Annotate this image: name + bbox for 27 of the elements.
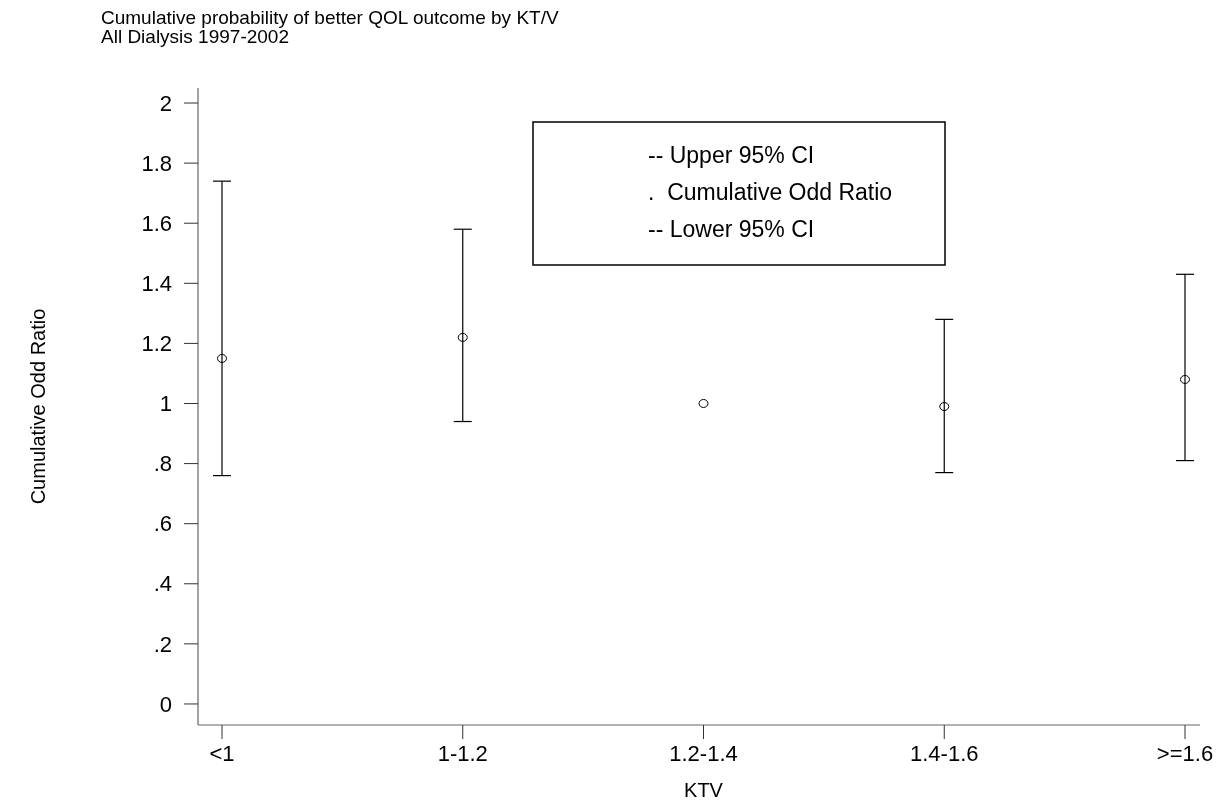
x-tick-label: 1.2-1.4 xyxy=(669,741,738,766)
x-tick-label: 1-1.2 xyxy=(437,741,488,766)
y-tick-label: 1.8 xyxy=(141,150,172,176)
y-tick-label: 2 xyxy=(159,90,172,116)
x-tick-label: <1 xyxy=(209,741,235,766)
point xyxy=(1180,374,1190,384)
point xyxy=(217,353,227,363)
y-tick-label: .6 xyxy=(153,511,172,537)
y-tick-label: .4 xyxy=(153,571,172,597)
x-tick-label: >=1.6 xyxy=(1156,741,1214,766)
y-axis-title: Cumulative Odd Ratio xyxy=(27,308,49,505)
y-tick-label: 1.6 xyxy=(141,210,172,236)
point xyxy=(457,332,468,342)
point xyxy=(698,399,709,408)
chart-title: Cumulative probability of better QOL outcome by KT/V xyxy=(101,7,559,28)
y-tick-label: 1.2 xyxy=(141,331,172,357)
annotation: -- Lower 95% CI xyxy=(648,216,815,242)
annotation: -- Upper 95% CI xyxy=(648,142,815,168)
y-tick-label: 1.4 xyxy=(141,271,172,297)
y-tick-label: .8 xyxy=(153,451,172,477)
x-tick-label: 1.4-1.6 xyxy=(910,741,979,766)
y-tick-label: 1 xyxy=(159,391,172,417)
point xyxy=(939,402,950,411)
y-tick-label: 0 xyxy=(159,691,172,717)
annotation: . Cumulative Odd Ratio xyxy=(648,179,893,205)
y-tick-label: .2 xyxy=(153,631,172,657)
x-axis-title: KTV xyxy=(684,779,724,801)
